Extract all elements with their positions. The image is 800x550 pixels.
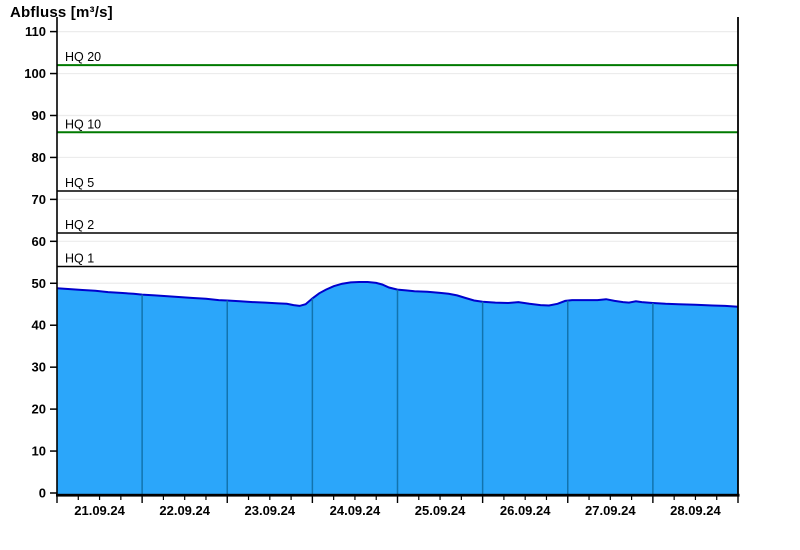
y-tick-label: 40 [32,318,46,333]
hq-threshold-lines: HQ 20 HQ 10 HQ 5 HQ 2 HQ 1 [57,50,738,268]
hq-label: HQ 1 [65,251,94,265]
y-tick-label: 30 [32,360,46,375]
y-tick-label: 50 [32,276,46,291]
y-axis: 0 10 20 30 40 50 60 70 80 90 100 110 [24,24,57,501]
y-tick-label: 60 [32,234,46,249]
x-tick-label: 23.09.24 [245,503,296,518]
y-tick-label: 80 [32,150,46,165]
x-axis: 21.09.24 22.09.24 23.09.24 24.09.24 25.09.24… [56,495,739,518]
y-tick-label: 70 [32,192,46,207]
x-tick-label: 27.09.24 [585,503,636,518]
x-tick-label: 28.09.24 [670,503,721,518]
y-tick-label: 100 [24,66,46,81]
y-tick-label: 90 [32,108,46,123]
plot-frame [56,17,740,497]
hq-label: HQ 20 [65,50,101,64]
hq-label: HQ 2 [65,218,94,232]
y-tick-label: 0 [39,486,46,501]
x-axis-line [56,493,740,497]
x-tick-label: 25.09.24 [415,503,466,518]
x-tick-label: 26.09.24 [500,503,551,518]
x-tick-label: 24.09.24 [330,503,381,518]
chart-title: Abfluss [m³/s] [10,4,113,21]
y-tick-label: 20 [32,402,46,417]
y-tick-label: 10 [32,444,46,459]
y-tick-label: 110 [25,24,46,39]
discharge-curve [56,281,739,308]
hq-label: HQ 5 [65,176,94,190]
x-tick-label: 21.09.24 [74,503,125,518]
hq-label: HQ 10 [65,117,101,131]
x-tick-label: 22.09.24 [159,503,210,518]
day-separator-lines [141,282,654,495]
